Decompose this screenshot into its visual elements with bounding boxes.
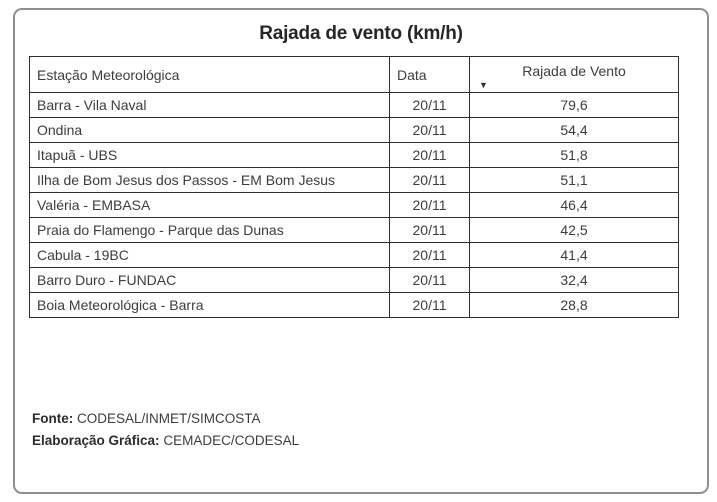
station-cell: Boia Meteorológica - Barra bbox=[29, 292, 390, 318]
table-header: Estação Meteorológica Data Rajada de Ven… bbox=[29, 56, 679, 93]
gust-cell: 79,6 bbox=[469, 92, 679, 118]
date-cell: 20/11 bbox=[389, 192, 470, 218]
elaboration-label: Elaboração Gráfica: bbox=[32, 433, 160, 448]
gust-cell: 46,4 bbox=[469, 192, 679, 218]
column-header-date[interactable]: Data bbox=[389, 56, 470, 93]
date-cell: 20/11 bbox=[389, 92, 470, 118]
table-row: Itapuã - UBS 20/11 51,8 bbox=[29, 142, 679, 168]
sort-desc-icon: ▼ bbox=[479, 80, 488, 90]
station-cell: Itapuã - UBS bbox=[29, 142, 390, 168]
station-cell: Valéria - EMBASA bbox=[29, 192, 390, 218]
elaboration-line: Elaboração Gráfica: CEMADEC/CODESAL bbox=[32, 430, 299, 452]
table-row: Ilha de Bom Jesus dos Passos - EM Bom Je… bbox=[29, 167, 679, 193]
source-label: Fonte: bbox=[32, 411, 74, 426]
gust-cell: 42,5 bbox=[469, 217, 679, 243]
report-frame: Rajada de vento (km/h) Estação Meteoroló… bbox=[13, 8, 709, 494]
table-row: Praia do Flamengo - Parque das Dunas 20/… bbox=[29, 217, 679, 243]
station-cell: Barro Duro - FUNDAC bbox=[29, 267, 390, 293]
date-cell: 20/11 bbox=[389, 242, 470, 268]
station-cell: Barra - Vila Naval bbox=[29, 92, 390, 118]
source-line: Fonte: CODESAL/INMET/SIMCOSTA bbox=[32, 408, 299, 430]
station-cell: Praia do Flamengo - Parque das Dunas bbox=[29, 217, 390, 243]
station-cell: Ilha de Bom Jesus dos Passos - EM Bom Je… bbox=[29, 167, 390, 193]
date-cell: 20/11 bbox=[389, 117, 470, 143]
table-row: Barra - Vila Naval 20/11 79,6 bbox=[29, 92, 679, 118]
gust-cell: 28,8 bbox=[469, 292, 679, 318]
gust-cell: 54,4 bbox=[469, 117, 679, 143]
table-row: Barro Duro - FUNDAC 20/11 32,4 bbox=[29, 267, 679, 293]
date-cell: 20/11 bbox=[389, 167, 470, 193]
footer-credits: Fonte: CODESAL/INMET/SIMCOSTA Elaboração… bbox=[32, 408, 299, 452]
gust-cell: 51,8 bbox=[469, 142, 679, 168]
station-cell: Ondina bbox=[29, 117, 390, 143]
column-header-station[interactable]: Estação Meteorológica bbox=[29, 56, 390, 93]
gust-cell: 51,1 bbox=[469, 167, 679, 193]
table-body: Barra - Vila Naval 20/11 79,6 Ondina 20/… bbox=[29, 92, 679, 318]
table-row: Cabula - 19BC 20/11 41,4 bbox=[29, 242, 679, 268]
wind-gust-table: Estação Meteorológica Data Rajada de Ven… bbox=[29, 56, 679, 318]
gust-cell: 41,4 bbox=[469, 242, 679, 268]
column-header-gust[interactable]: Rajada de Vento ▼ bbox=[469, 56, 679, 93]
date-cell: 20/11 bbox=[389, 142, 470, 168]
date-cell: 20/11 bbox=[389, 267, 470, 293]
table-row: Valéria - EMBASA 20/11 46,4 bbox=[29, 192, 679, 218]
gust-cell: 32,4 bbox=[469, 267, 679, 293]
column-header-gust-label: Rajada de Vento bbox=[522, 63, 626, 79]
date-cell: 20/11 bbox=[389, 292, 470, 318]
table-header-row: Estação Meteorológica Data Rajada de Ven… bbox=[29, 56, 679, 93]
page-title: Rajada de vento (km/h) bbox=[259, 23, 463, 44]
date-cell: 20/11 bbox=[389, 217, 470, 243]
elaboration-value: CEMADEC/CODESAL bbox=[163, 433, 300, 448]
table-row: Ondina 20/11 54,4 bbox=[29, 117, 679, 143]
table-row: Boia Meteorológica - Barra 20/11 28,8 bbox=[29, 292, 679, 318]
station-cell: Cabula - 19BC bbox=[29, 242, 390, 268]
source-value: CODESAL/INMET/SIMCOSTA bbox=[77, 411, 261, 426]
